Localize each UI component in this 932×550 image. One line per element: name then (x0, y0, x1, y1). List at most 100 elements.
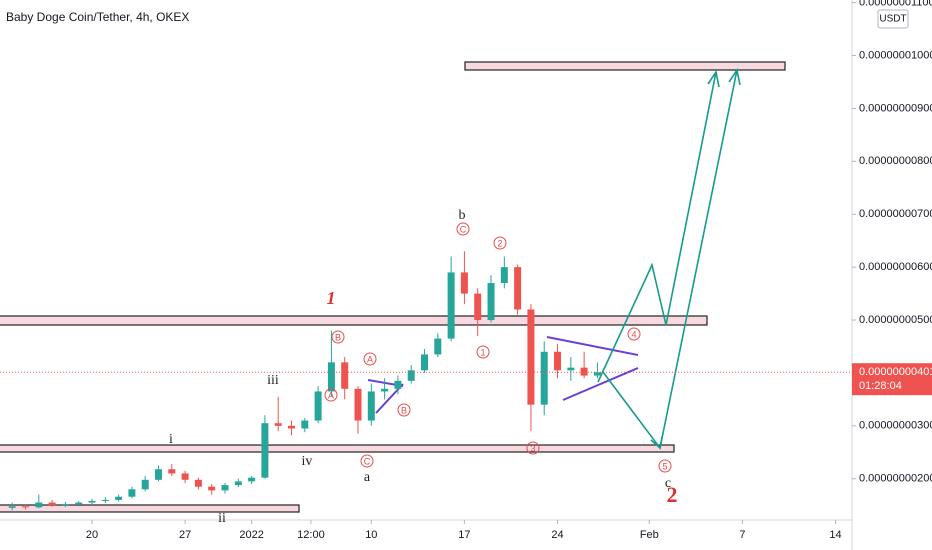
candle-body (487, 283, 495, 321)
wave-circle: C (360, 454, 374, 468)
candle-body (248, 477, 256, 482)
candle-body (554, 351, 562, 371)
wave-label: iv (302, 454, 313, 469)
zone (0, 315, 708, 326)
triangle-line (562, 367, 639, 401)
y-tick-label: 0.000000002000 (859, 473, 932, 485)
x-tick-label: 2022 (239, 529, 263, 541)
zone (0, 444, 675, 453)
y-tick-label: 0.000000011000 (859, 0, 932, 9)
annotations: 1 B A A B iii i iv C a b C 2 1 3 4 5 c 2… (169, 208, 677, 526)
wave-label: c (665, 476, 671, 491)
last-price-label: 0.000000004014 (859, 366, 932, 378)
drawings (0, 61, 786, 513)
currency-box (877, 9, 909, 29)
wave-label: b (459, 208, 466, 223)
candle-body (128, 489, 136, 497)
countdown-label: 01:28:04 (859, 380, 902, 392)
candle-body (88, 500, 96, 503)
arrowhead (650, 436, 663, 450)
triangle-line (546, 336, 639, 356)
x-tick-label: Feb (640, 529, 659, 541)
wave-label: 1 (480, 347, 485, 357)
candle-body (474, 293, 482, 321)
chart-title: Baby Doge Coin/Tether, 4h, OKEX (6, 10, 189, 24)
y-tick-label: 0.000000007000 (859, 208, 932, 220)
y-tick-label: 0.000000003000 (859, 420, 932, 432)
candle-body (447, 272, 455, 339)
wave-circle: 3 (526, 441, 540, 455)
candle-body (580, 367, 588, 376)
candle-body (567, 367, 575, 371)
x-tick-label: 27 (179, 529, 191, 541)
x-tick-label: 7 (739, 529, 745, 541)
x-tick-label: 24 (551, 529, 563, 541)
last-price-box (852, 363, 932, 396)
wave-circle: 1 (476, 345, 490, 359)
wave-label: i (169, 432, 173, 447)
wave-label: C (460, 224, 467, 234)
candle-body (540, 351, 548, 405)
projection-path (597, 71, 717, 383)
candle-body (434, 338, 442, 355)
wave-label: iii (267, 373, 279, 388)
candle-body (301, 420, 309, 429)
candle-body (367, 391, 375, 421)
zone (464, 61, 786, 71)
y-tick-label: 0.000000006000 (859, 261, 932, 273)
candle-body (327, 362, 335, 392)
candle-body (394, 380, 402, 389)
wave-label: 2 (667, 482, 678, 507)
y-tick-label: 0.000000008000 (859, 155, 932, 167)
candle-body (354, 388, 362, 421)
y-tick-label: 0.000000005000 (859, 314, 932, 326)
candle-body (274, 423, 282, 426)
wave-label: A (367, 354, 373, 364)
wave-label: 2 (497, 238, 502, 248)
wave-label: B (401, 405, 407, 415)
wave-label: B (335, 332, 341, 342)
candle-body (61, 504, 69, 506)
candle-body (593, 372, 601, 376)
wave-circle: C (456, 222, 470, 236)
candle-body (141, 479, 149, 490)
wave-circle: 4 (627, 327, 641, 341)
x-tick-label: 17 (458, 529, 470, 541)
x-tick-label: 20 (86, 529, 98, 541)
candle-body (421, 354, 429, 371)
candle-body (341, 362, 349, 389)
candle-body (35, 502, 43, 508)
candle-body (115, 496, 123, 500)
candle-body (514, 267, 522, 310)
wave-circle: B (331, 330, 345, 344)
wave-label: A (328, 390, 334, 400)
candle-body (21, 506, 29, 508)
wave-circle: B (397, 403, 411, 417)
wave-label: a (364, 470, 371, 485)
wave-circle: A (363, 352, 377, 366)
wave-label: C (364, 456, 371, 466)
wave-label: 5 (662, 461, 667, 471)
candle-body (500, 267, 508, 284)
candle-body (8, 506, 16, 508)
wave-label: ii (218, 511, 226, 526)
y-tick-label: 0.000000009000 (859, 102, 932, 114)
candle-body (288, 425, 296, 429)
candle-body (181, 473, 189, 480)
candle-body (101, 499, 109, 501)
candle-body (234, 481, 242, 486)
candle-body (208, 486, 216, 491)
wave-label: 4 (631, 329, 636, 339)
wave-circle: A (324, 388, 338, 402)
currency-label: USDT (879, 14, 906, 25)
candle-body (168, 469, 176, 474)
x-tick-label: 12:00 (297, 529, 325, 541)
projection-path (602, 69, 738, 450)
arrowhead (728, 67, 741, 86)
wave-label: 3 (530, 443, 535, 453)
arrowhead (707, 69, 720, 88)
wave-label: 1 (327, 288, 336, 308)
y-tick-label: 0.000000010000 (859, 49, 932, 61)
candle-body (75, 502, 83, 505)
